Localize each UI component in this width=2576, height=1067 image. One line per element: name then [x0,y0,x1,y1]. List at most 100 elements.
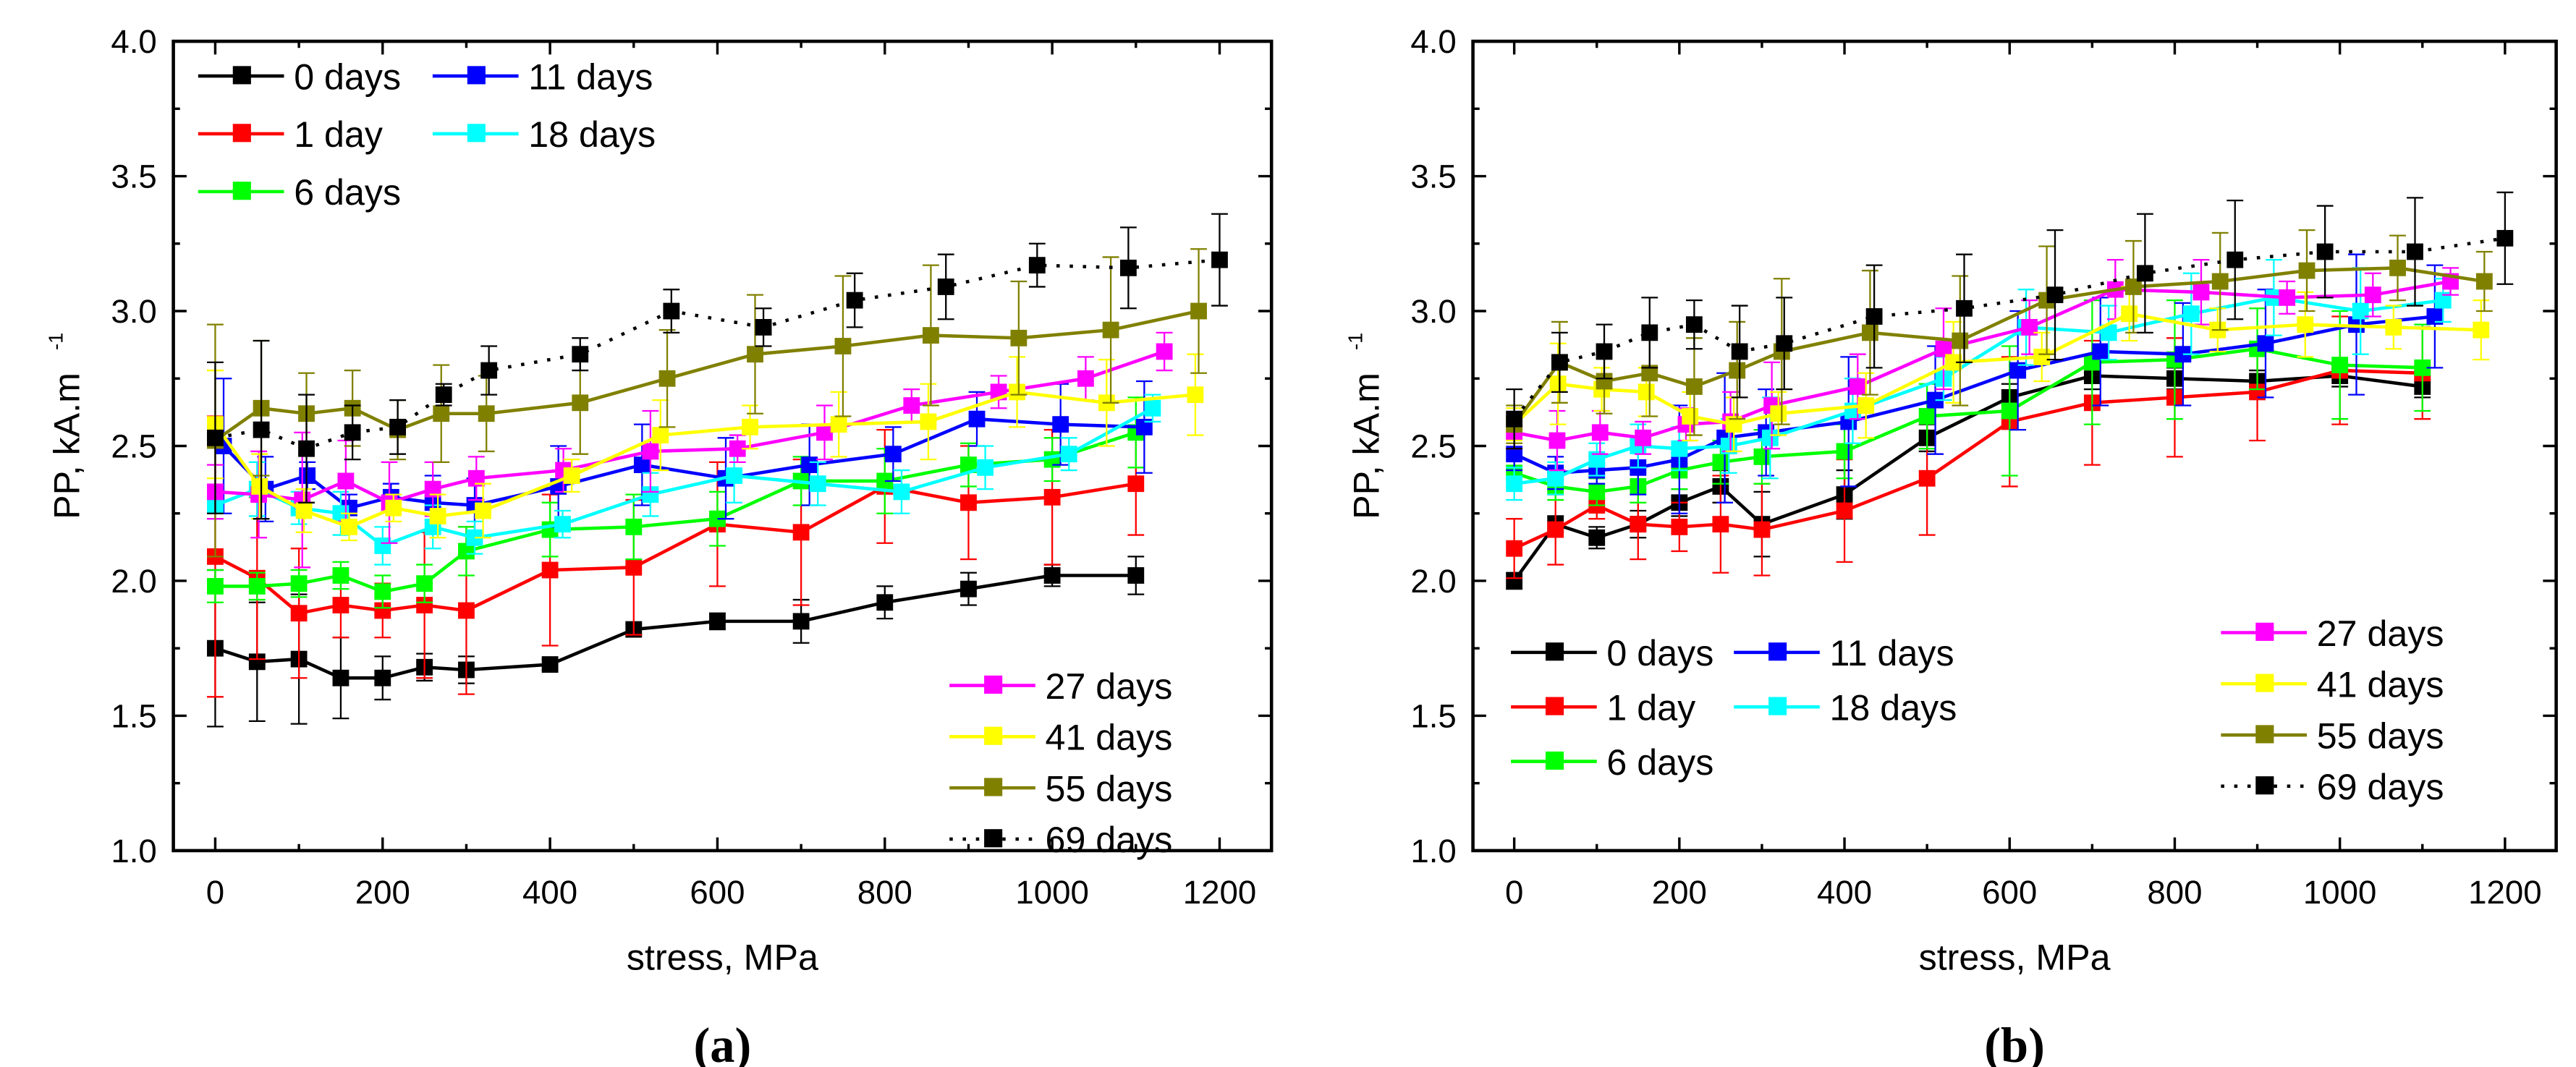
legend-label: 41 days [2317,665,2444,705]
data-point [1637,383,1655,401]
data-point [1043,488,1061,506]
data-point [475,502,491,519]
data-point [2100,324,2117,341]
data-point [633,456,651,474]
data-point [478,405,495,422]
legend-marker [2255,622,2274,641]
legend-marker [467,66,486,85]
legend-entry: 1 day [1511,687,1695,728]
data-point [253,421,270,438]
data-point [563,467,580,484]
x-tick-label: 600 [1982,874,2037,911]
legend-label: 1 day [294,114,383,155]
data-point [1635,429,1652,446]
data-point [2046,286,2064,304]
data-point [1753,521,1771,538]
y-tick-label: 4.0 [111,23,156,60]
data-point [1685,378,1703,395]
data-point [248,577,266,595]
data-point [1712,454,1729,471]
legend-marker [232,124,251,143]
data-point [893,483,910,501]
series-6-days [207,396,1145,609]
data-point [642,486,659,503]
data-point [937,279,954,295]
x-tick-label: 200 [1652,874,1707,911]
legend-entry: 0 days [1511,633,1713,673]
data-point [876,472,894,490]
data-point [920,413,937,430]
data-point [652,427,669,443]
legend-entry: 27 days [2221,613,2444,654]
data-point [341,518,357,535]
data-point [960,494,977,511]
legend-marker [1546,751,1564,770]
legend-label: 55 days [2317,715,2444,756]
legend-label: 18 days [1830,687,1957,728]
series-line [1512,374,2423,582]
data-point [2136,265,2153,282]
data-point [2249,383,2266,401]
legend-label: 11 days [528,56,653,97]
data-point [1190,302,1207,320]
plot-frame [171,39,1274,853]
data-point [1010,329,1028,347]
data-point [1918,469,1936,487]
y-axis-label-group: PP, kA.m -1 [45,333,88,519]
data-point [1770,405,1787,422]
legend-label: 69 days [2317,767,2444,807]
legend-marker [984,675,1003,694]
data-point [2021,318,2038,336]
legend-marker [2255,673,2274,692]
data-point [332,567,349,584]
legend-label: 27 days [2317,613,2444,654]
data-point [2434,292,2452,309]
y-tick-label: 1.0 [1410,833,1456,870]
data-point [742,418,758,435]
y-tick-label: 1.5 [1410,697,1456,734]
data-point [1187,386,1204,404]
legend-label: 0 days [294,56,401,97]
data-point [1506,446,1523,463]
data-point [816,424,833,441]
data-point [1935,340,1952,357]
data-point [1119,259,1137,276]
legend-entry: 27 days [949,666,1172,707]
data-point [1596,343,1613,360]
x-tick-label: 1200 [1183,874,1257,911]
legend-marker [984,726,1003,745]
data-point [2211,273,2229,290]
legend-marker [984,829,1003,848]
data-point [801,456,818,474]
data-point [1729,362,1746,379]
data-point [385,499,402,517]
x-tick-label: 800 [857,874,912,911]
data-point [1836,443,1853,460]
data-point [2473,321,2490,339]
data-point [332,597,349,613]
data-point [968,410,986,428]
data-point [642,443,659,460]
data-point [374,602,391,619]
data-point [1009,383,1025,401]
data-point [1127,475,1145,493]
legend-marker [2255,725,2274,744]
data-point [1918,408,1936,425]
data-point [726,467,743,484]
data-point [1753,448,1771,465]
x-tick-label: 1200 [2468,874,2542,911]
data-point [792,524,810,541]
data-point [1548,432,1566,449]
data-point [876,594,894,611]
panel-a: 1.0 1.5 2.0 2.5 3.0 3.5 4.0 0 200 400 600 800 1000 12… [45,23,1274,1067]
y-axis-label: PP, kA.m [1347,373,1387,519]
data-point [1506,572,1523,590]
x-axis-label: stress, MPa [1919,937,2111,977]
legend-label: 27 days [1046,666,1173,707]
y-tick-label: 2.0 [1410,563,1456,600]
legend-entry: 18 days [432,114,656,155]
x-axis-label: stress, MPa [627,937,818,977]
legend: 0 days 11 days 1 day 18 days 6 days 27 days 41… [1511,613,2444,807]
panel-caption: (a) [693,1018,751,1067]
